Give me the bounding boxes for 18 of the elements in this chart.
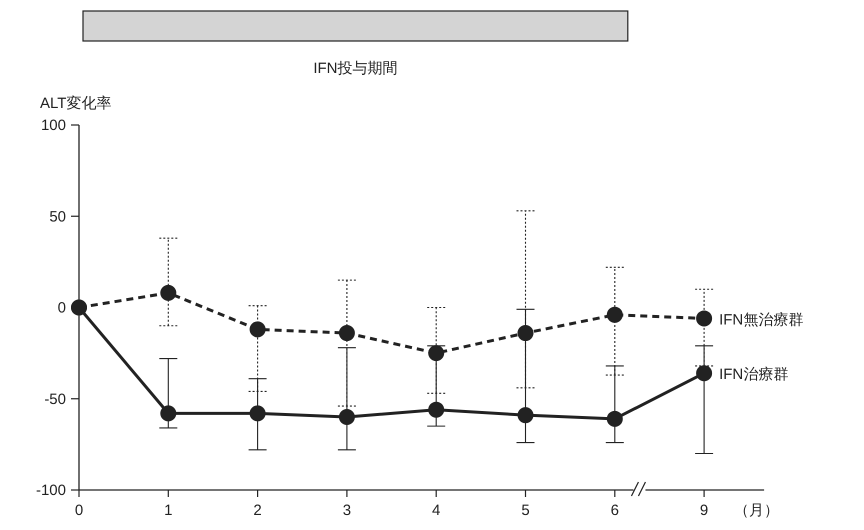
- x-tick-label: 3: [342, 502, 352, 519]
- y-axis-title: ALT変化率: [40, 95, 112, 112]
- x-axis-title: （月）: [734, 502, 780, 519]
- text: IFN投与期間: [313, 60, 398, 77]
- y-tick-label: -100: [36, 482, 66, 499]
- series-label: IFN治療群: [719, 366, 788, 384]
- series-label: IFN無治療群: [719, 311, 804, 328]
- y-tick-label: -50: [44, 390, 66, 408]
- y-tick-label: 0: [58, 300, 66, 316]
- x-tick-label: 4: [432, 502, 440, 519]
- x-tick-label: 5: [521, 502, 530, 519]
- x-tick-label: 0: [74, 502, 84, 519]
- x-tick-label: 1: [164, 502, 172, 519]
- x-tick-label: 2: [253, 502, 262, 519]
- y-tick-label: 50: [49, 208, 66, 226]
- x-tick-label: 6: [610, 502, 619, 519]
- y-tick-label: 100: [40, 117, 66, 134]
- x-tick-label: 9: [700, 502, 708, 519]
